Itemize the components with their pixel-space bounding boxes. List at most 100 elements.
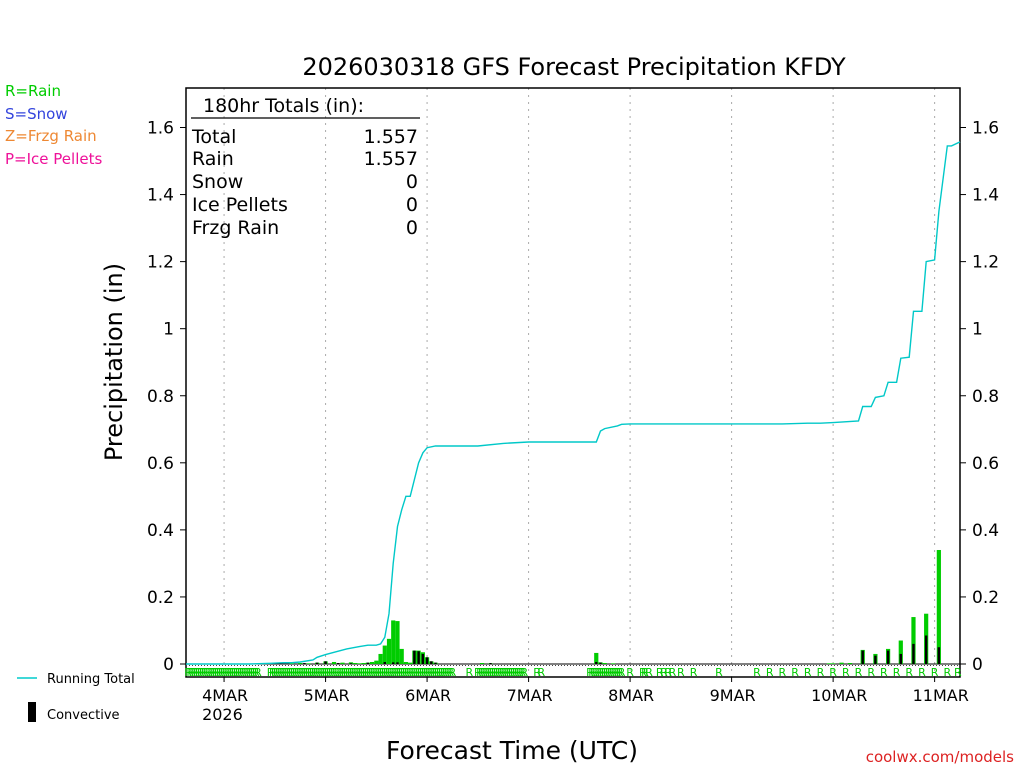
totals-value-frzg-rain: 0: [406, 217, 418, 239]
x-tick-label: 10MAR: [811, 686, 867, 705]
rain-type-marker: R: [301, 666, 309, 679]
totals-label-frzg-rain: Frzg Rain: [192, 217, 279, 239]
rain-type-marker: R: [430, 666, 438, 679]
totals-box: 180hr Totals (in): Total 1.557 Rain 1.55…: [191, 95, 420, 239]
rain-type-marker: R: [269, 666, 277, 679]
y-tick-label-left: 1.6: [147, 119, 174, 139]
rain-type-marker: R: [347, 666, 355, 679]
rain-type-marker: R: [434, 666, 442, 679]
rain-type-marker: R: [372, 666, 380, 679]
rain-type-marker: R: [324, 666, 332, 679]
y-tick-label-left: 0.8: [147, 387, 174, 407]
rain-type-marker: R: [277, 666, 285, 679]
convective-bar: [392, 662, 395, 664]
rain-type-marker: R: [351, 666, 359, 679]
y-tick-label-left: 0.4: [147, 521, 174, 541]
x-tick-label: 6MAR: [405, 686, 451, 705]
rain-type-marker: R: [292, 666, 300, 679]
y-tick-label-right: 1.6: [972, 119, 999, 139]
rain-type-marker: R: [362, 666, 370, 679]
convective-bar: [489, 662, 492, 664]
rain-type-marker: R: [645, 666, 653, 679]
rain-type-marker: R: [353, 666, 361, 679]
rain-type-marker: R: [427, 666, 435, 679]
totals-label-ice-pellets: Ice Pellets: [192, 194, 288, 216]
rain-bar: [378, 653, 383, 664]
rain-type-marker: R: [294, 666, 302, 679]
rain-type-marker: R: [288, 666, 296, 679]
rain-type-marker: R: [356, 666, 364, 679]
rain-type-marker: R: [614, 666, 622, 679]
rain-type-marker: R: [411, 666, 419, 679]
rain-type-marker: R: [510, 666, 518, 679]
rain-type-marker: R: [201, 666, 209, 679]
x-tick-label: 8MAR: [608, 686, 654, 705]
rain-type-marker: R: [392, 666, 400, 679]
rain-type-marker: R: [375, 666, 383, 679]
rain-type-marker: R: [345, 666, 353, 679]
rain-type-marker: R: [495, 666, 503, 679]
rain-type-marker: R: [383, 666, 391, 679]
y-tick-label-right: 1.2: [972, 253, 999, 273]
rain-type-marker: R: [358, 666, 366, 679]
rain-type-marker: R: [804, 666, 812, 679]
rain-type-marker: R: [618, 666, 626, 679]
rain-bar: [395, 621, 400, 664]
rain-type-marker: R: [343, 666, 351, 679]
rain-type-marker: R: [855, 666, 863, 679]
rain-bar: [391, 620, 396, 664]
rain-bar: [911, 617, 916, 664]
rain-type-marker: R: [246, 666, 254, 679]
rain-type-marker: R: [229, 666, 237, 679]
rain-type-marker: R: [504, 666, 512, 679]
convective-legend-label: Convective: [47, 708, 120, 723]
rain-type-marker: R: [611, 666, 619, 679]
rain-bar: [353, 662, 358, 664]
x-tick-label: 5MAR: [304, 686, 350, 705]
rain-bar: [611, 663, 616, 664]
y-tick-label-right: 0: [972, 655, 983, 675]
convective-legend-swatch: [28, 702, 36, 722]
rain-type-marker: R: [189, 666, 197, 679]
rain-type-marker: R: [766, 666, 774, 679]
rain-bar: [847, 662, 853, 664]
rain-type-marker: R: [328, 666, 336, 679]
rain-bar: [602, 662, 607, 664]
rain-type-marker: R: [421, 666, 429, 679]
convective-bar: [421, 653, 425, 664]
rain-type-marker: R: [438, 666, 446, 679]
rain-type-marker: R: [753, 666, 761, 679]
rain-type-marker: R: [512, 666, 520, 679]
totals-label-total: Total: [191, 126, 236, 148]
y-tick-label-left: 1.4: [147, 186, 174, 206]
rain-type-marker: R: [330, 666, 338, 679]
rain-type-marker: R: [417, 666, 425, 679]
rain-type-marker: R: [506, 666, 514, 679]
convective-bar: [924, 635, 928, 664]
x-axis-label: Forecast Time (UTC): [386, 736, 638, 765]
rain-type-marker: R: [404, 666, 412, 679]
rain-type-marker: R: [326, 666, 334, 679]
totals-label-rain: Rain: [192, 148, 234, 170]
rain-bar: [898, 640, 903, 664]
rain-type-marker: R: [480, 666, 488, 679]
rain-type-marker: R: [370, 666, 378, 679]
rain-type-marker: R: [537, 666, 545, 679]
totals-value-ice-pellets: 0: [406, 194, 418, 216]
rain-type-marker: R: [385, 666, 393, 679]
rain-type-marker: R: [406, 666, 414, 679]
rain-type-marker: R: [315, 666, 323, 679]
convective-bar: [886, 650, 890, 664]
rain-type-marker: R: [508, 666, 516, 679]
rain-type-marker: R: [271, 666, 279, 679]
y-axis-label: Precipitation (in): [100, 263, 128, 461]
rain-type-marker: R: [332, 666, 340, 679]
rain-bar: [340, 662, 345, 664]
rain-type-marker: R: [237, 666, 245, 679]
convective-bar: [899, 653, 902, 664]
convective-bar: [413, 650, 416, 664]
rain-type-marker: R: [282, 666, 290, 679]
rain-bar: [826, 663, 831, 664]
rain-type-marker: R: [398, 666, 406, 679]
rain-type-marker: R: [394, 666, 402, 679]
